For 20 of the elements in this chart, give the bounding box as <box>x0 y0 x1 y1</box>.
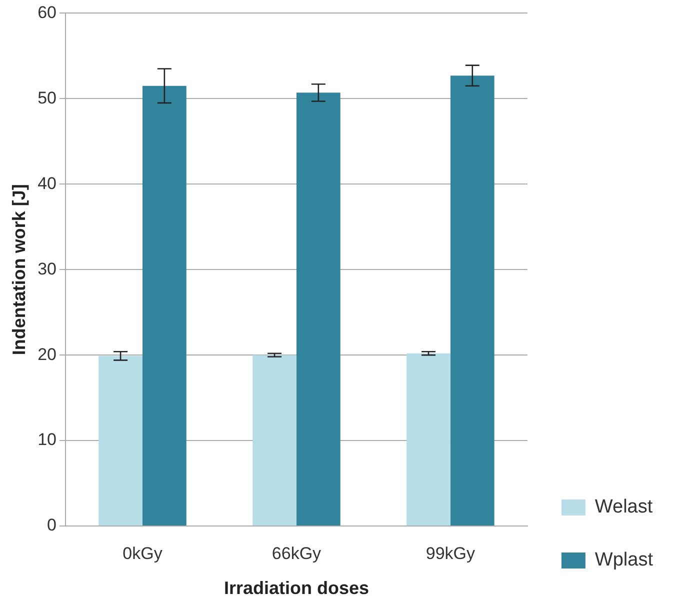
x-tick-label: 99kGy <box>426 544 476 563</box>
y-tick-label: 30 <box>38 259 57 278</box>
x-tick-label: 66kGy <box>272 544 322 563</box>
y-axis-title: Indentation work [J] <box>8 184 29 356</box>
y-tick-label: 20 <box>38 344 57 364</box>
legend-label: Welast <box>594 496 654 518</box>
y-tick-label: 10 <box>38 430 57 450</box>
y-tick-label: 0 <box>47 516 57 535</box>
bar <box>296 92 340 526</box>
legend-label: Wplast <box>594 550 654 571</box>
bar <box>450 76 494 526</box>
x-tick-label: 0kGy <box>122 544 163 563</box>
bar <box>142 86 186 526</box>
bar <box>406 353 450 526</box>
y-tick-label: 60 <box>38 2 57 22</box>
bar <box>98 356 142 526</box>
y-tick-label: 50 <box>38 88 57 108</box>
x-axis-title: Irradiation doses <box>224 578 369 598</box>
bar <box>252 355 296 526</box>
y-tick-label: 40 <box>38 174 57 193</box>
